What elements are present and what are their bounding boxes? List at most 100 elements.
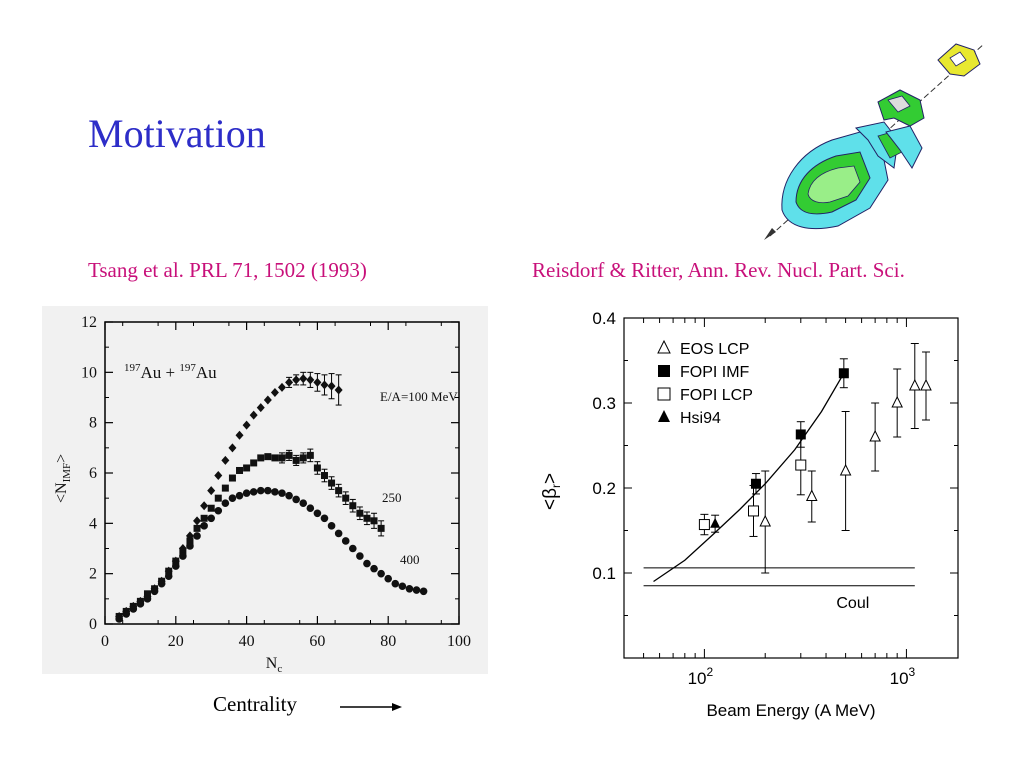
data-point-250mev [299, 454, 307, 462]
data-point-100mev [263, 395, 272, 405]
data-point-400mev [157, 579, 166, 588]
data-point-250mev [349, 502, 357, 510]
legend-label: FOPI LCP [680, 387, 753, 404]
data-point-400mev [214, 506, 223, 515]
data-point-100mev [292, 375, 301, 385]
x-tick-label: 0 [101, 633, 109, 650]
data-point-100mev [285, 377, 294, 387]
data-point-400mev [419, 587, 428, 596]
data-point-eos-lcp [839, 463, 852, 476]
data-point-eos-lcp [908, 378, 921, 391]
data-point-400mev [122, 610, 131, 618]
data-point-400mev [264, 486, 272, 495]
reaction-annotation: 197Au + 197Au [124, 362, 217, 382]
data-point-eos-lcp [920, 378, 932, 391]
data-point-400mev [313, 509, 322, 518]
data-point-400mev [398, 582, 407, 591]
x-axis-label: Beam Energy (A MeV) [706, 701, 875, 720]
data-point-400mev [271, 488, 279, 496]
data-point-400mev [235, 491, 244, 500]
data-point-100mev [214, 471, 223, 481]
data-point-250mev [306, 451, 314, 459]
data-point-250mev [243, 464, 251, 472]
data-point-400mev [221, 499, 230, 507]
data-point-100mev [242, 420, 251, 430]
data-point-400mev [164, 572, 173, 580]
left-citation: Tsang et al. PRL 71, 1502 (1993) [88, 258, 367, 282]
nimf-chart: 0 20 40 60 80 100 0 2 4 6 8 10 12 Nc <NIMF> 197Au + 197… [53, 314, 471, 674]
series-label: 250 [382, 490, 402, 505]
y-tick-label: 0 [89, 616, 97, 633]
data-point-100mev [270, 387, 279, 397]
y-axis-label: <βr> [540, 473, 563, 510]
data-point-250mev [377, 524, 385, 532]
data-point-400mev [405, 584, 414, 593]
y-axis-label: <NIMF> [53, 454, 73, 503]
data-point-400mev [384, 574, 393, 583]
data-point-250mev [165, 567, 173, 575]
data-point-400mev [299, 499, 308, 507]
data-point-250mev [207, 504, 215, 512]
data-point-fopi-imf [838, 368, 849, 379]
data-point-400mev [320, 514, 329, 523]
data-point-100mev [299, 374, 308, 384]
data-point-400mev [249, 488, 258, 496]
data-point-400mev [370, 564, 378, 573]
data-point-400mev [285, 491, 293, 500]
x-tick-label: 103 [890, 665, 916, 688]
data-point-400mev [150, 587, 159, 596]
data-point-fopi-lcp [795, 459, 807, 471]
data-point-250mev [257, 454, 265, 462]
data-point-400mev [172, 562, 180, 570]
data-point-100mev [306, 375, 315, 385]
data-point-100mev [278, 382, 286, 392]
data-point-400mev [391, 579, 400, 588]
data-point-400mev [143, 595, 152, 603]
data-point-250mev [264, 453, 272, 461]
data-point-250mev [228, 474, 236, 482]
flow-chart: 0.1 0.2 0.3 0.4 102 103 Beam Energy (A MeV) <βr… [540, 309, 959, 720]
data-point-fopi-imf [795, 429, 806, 440]
data-point-eos-lcp [759, 514, 772, 527]
coulomb-label: Coul [836, 595, 869, 612]
data-point-400mev [377, 569, 385, 578]
data-point-250mev [172, 557, 180, 565]
flow-chart-panel: 0.1 0.2 0.3 0.4 102 103 Beam Energy (A MeV) <βr… [528, 306, 978, 722]
data-point-400mev [193, 532, 201, 540]
data-point-250mev [278, 454, 286, 462]
data-point-250mev [236, 466, 244, 474]
data-point-eos-lcp [805, 489, 818, 501]
data-point-100mev [320, 380, 329, 390]
data-point-fopi-lcp [698, 519, 710, 531]
data-point-400mev [327, 522, 336, 530]
x-axis-label: Nc [266, 655, 283, 674]
x-tick-label: 80 [380, 633, 396, 650]
centrality-label: Centrality [213, 692, 297, 716]
x-tick-label: 102 [688, 665, 714, 688]
data-point-400mev [228, 494, 237, 502]
nimf-chart-panel: 0 20 40 60 80 100 0 2 4 6 8 10 12 Nc <NIMF> 197Au + 197… [42, 306, 488, 674]
plot-frame [623, 317, 959, 659]
data-point-250mev [342, 494, 350, 502]
legend-label: Hsi94 [680, 410, 721, 427]
data-point-400mev [115, 615, 123, 623]
data-point-400mev [278, 489, 286, 497]
fit-curve [653, 372, 845, 583]
data-point-100mev [249, 410, 258, 420]
data-point-fopi-lcp [747, 505, 759, 517]
legend-marker [658, 365, 670, 377]
y-tick-label: 12 [81, 314, 97, 331]
data-point-eos-lcp [891, 395, 903, 408]
series-label: 400 [400, 552, 420, 567]
data-point-100mev [207, 486, 216, 496]
x-tick-label: 100 [447, 633, 471, 650]
x-tick-label: 20 [168, 633, 184, 650]
data-point-250mev [328, 479, 336, 487]
data-point-250mev [271, 454, 279, 462]
x-tick-label: 40 [239, 633, 255, 650]
y-tick-label: 10 [81, 364, 97, 381]
right-citation: Reisdorf & Ritter, Ann. Rev. Nucl. Part.… [532, 258, 905, 282]
legend-marker [658, 410, 670, 422]
slide-title: Motivation [88, 111, 266, 156]
legend-marker [657, 339, 671, 354]
